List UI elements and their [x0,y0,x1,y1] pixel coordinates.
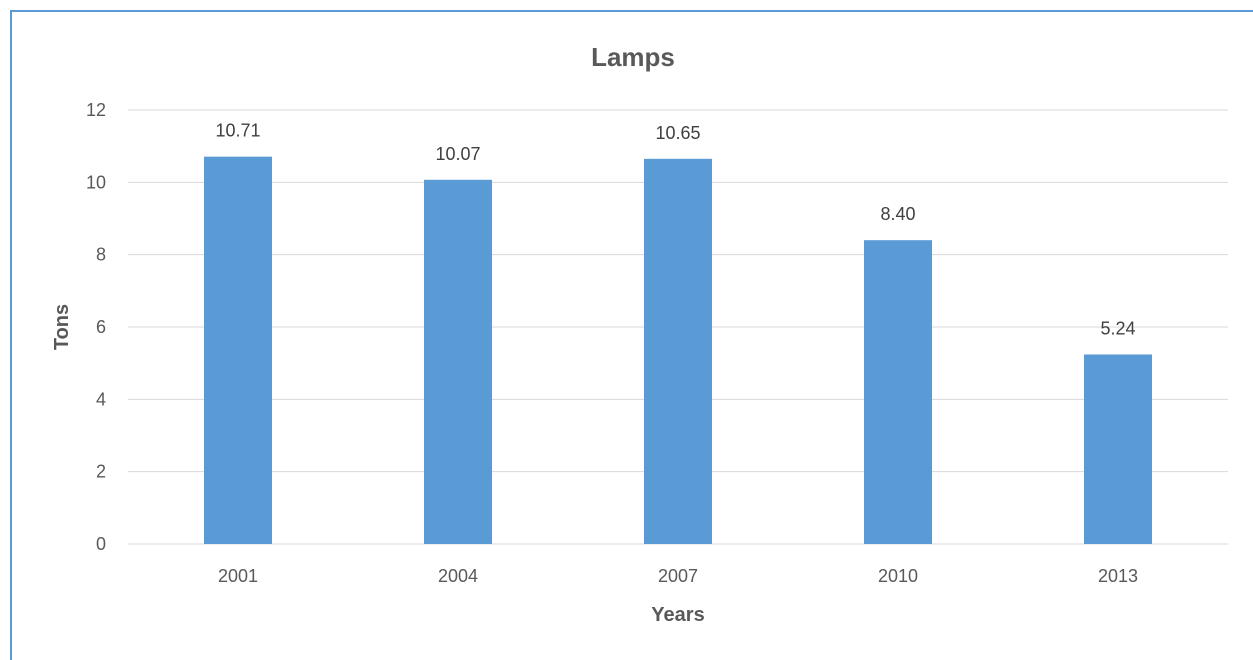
x-tick-label: 2004 [438,566,478,586]
data-label: 10.71 [215,121,260,141]
x-axis-ticks: 2001 2004 2007 2010 2013 [218,566,1138,586]
data-labels: 10.71 10.07 10.65 8.40 5.24 [215,121,1135,339]
bar-2010 [864,240,932,544]
data-label: 8.40 [880,204,915,224]
bar-2013 [1084,354,1152,544]
x-tick-label: 2001 [218,566,258,586]
y-tick-label: 0 [96,534,106,554]
y-axis-title: Tons [51,304,73,350]
x-tick-label: 2010 [878,566,918,586]
y-tick-label: 2 [96,462,106,482]
data-label: 10.65 [655,123,700,143]
bars [204,156,1152,544]
y-axis-ticks: 0 2 4 6 8 10 12 [86,100,106,554]
y-tick-label: 8 [96,245,106,265]
bar-2001 [204,156,272,544]
y-tick-label: 12 [86,100,106,120]
y-tick-label: 4 [96,389,106,409]
x-tick-label: 2013 [1098,566,1138,586]
data-label: 10.07 [435,144,480,164]
x-tick-label: 2007 [658,566,698,586]
x-axis-title: Years [651,604,704,626]
y-tick-label: 10 [86,172,106,192]
data-label: 5.24 [1100,318,1135,338]
bar-2004 [424,179,492,544]
chart-title: Lamps [591,42,675,72]
y-tick-label: 6 [96,317,106,337]
bar-2007 [644,158,712,544]
